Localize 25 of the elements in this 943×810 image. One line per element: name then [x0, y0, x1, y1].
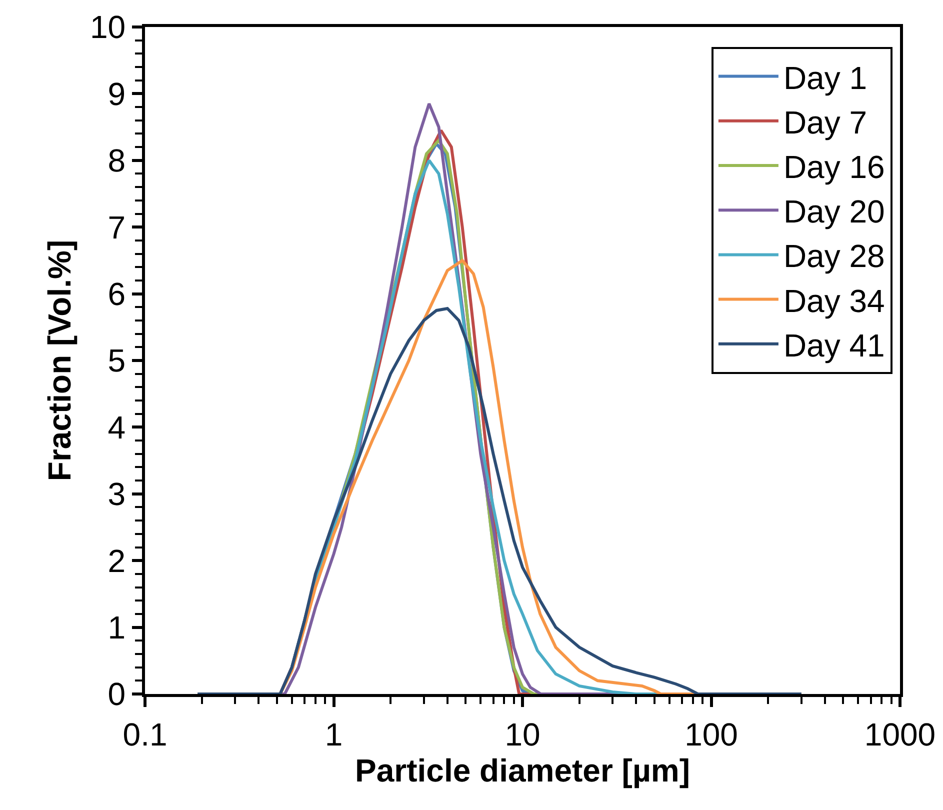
y-tick-label: 1	[108, 610, 126, 646]
y-tick-label: 9	[108, 76, 126, 112]
y-tick-label: 0	[108, 676, 126, 712]
legend-label: Day 20	[783, 194, 885, 230]
y-tick-label: 6	[108, 276, 126, 312]
legend-label: Day 7	[783, 104, 868, 140]
x-tick-label: 100	[684, 716, 738, 752]
x-tick-label: 1	[324, 716, 343, 752]
y-tick-label: 7	[108, 209, 126, 246]
y-tick-label: 5	[108, 342, 126, 379]
x-axis-title: Particle diameter [µm]	[355, 752, 690, 788]
legend-label: Day 16	[783, 148, 885, 185]
legend-label: Day 28	[783, 238, 885, 274]
y-tick-label: 3	[108, 476, 126, 512]
y-axis-title: Fraction [Vol.%]	[41, 240, 78, 482]
y-tick-label: 4	[108, 409, 126, 446]
y-tick-label: 10	[90, 9, 126, 46]
y-tick-label: 2	[108, 542, 126, 579]
x-tick-label: 10	[504, 716, 540, 752]
x-tick-label: 0.1	[122, 716, 168, 752]
y-tick-label: 8	[108, 142, 126, 179]
legend-label: Day 41	[783, 327, 885, 364]
x-tick-label: 1000	[864, 716, 936, 752]
legend-label: Day 1	[783, 60, 868, 96]
legend-label: Day 34	[783, 282, 885, 319]
